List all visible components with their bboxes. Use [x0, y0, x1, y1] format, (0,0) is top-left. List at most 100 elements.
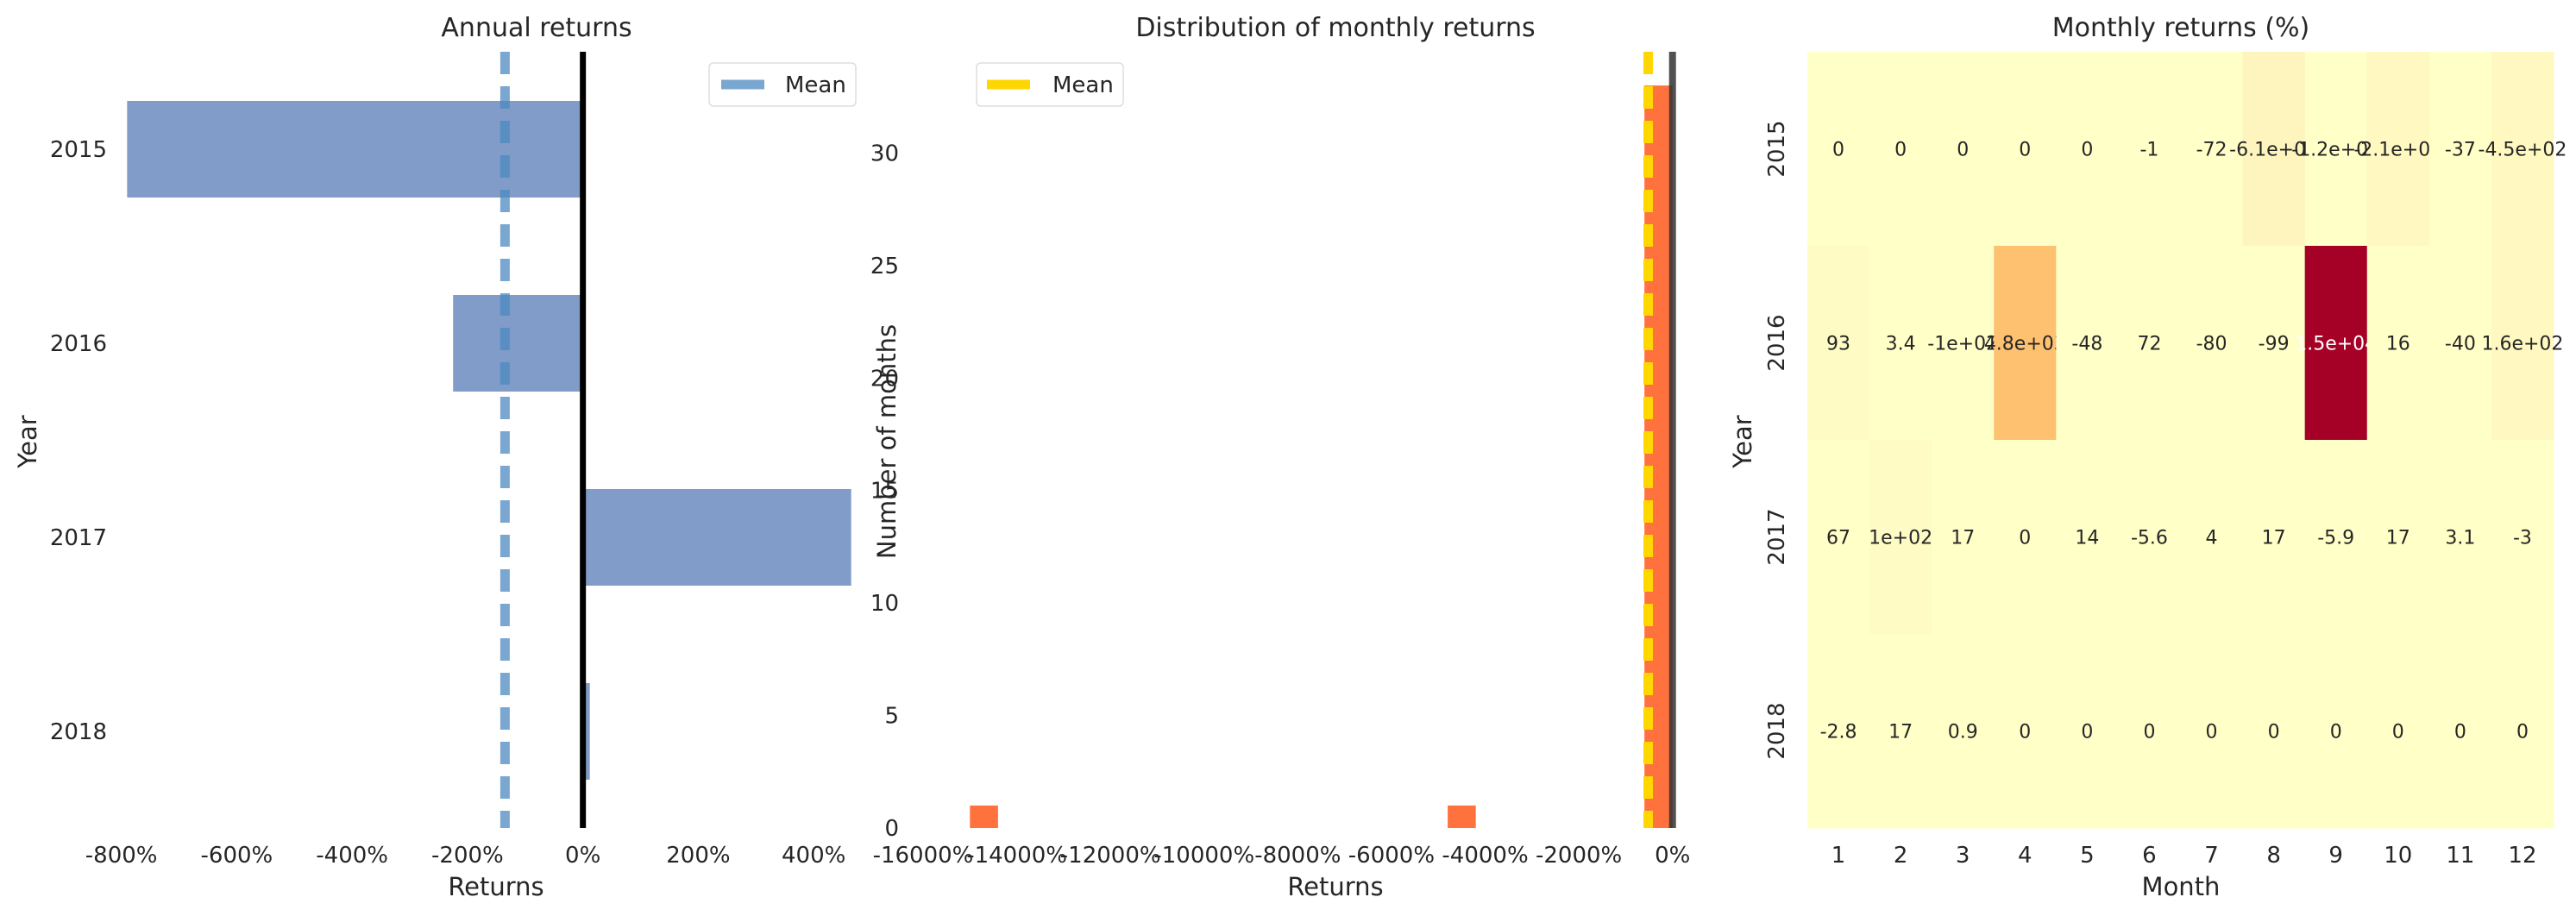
heatmap-cell-label: 17	[1951, 528, 1975, 549]
heatmap-cell	[2366, 634, 2430, 829]
xtick-label: 1	[1831, 843, 1846, 869]
heatmap-cell-label: 72	[2137, 334, 2161, 355]
bar-2016	[453, 295, 583, 392]
heatmap-cell	[1932, 440, 1995, 635]
xtick-label: -4000%	[1442, 843, 1528, 869]
heatmap-cell-label: 0	[2268, 722, 2280, 743]
xtick-label: -600%	[201, 843, 273, 869]
xtick-label: 2	[1894, 843, 1908, 869]
heatmap-cell	[2366, 440, 2430, 635]
heatmap-cell	[1807, 246, 1870, 441]
heatmap-cell-label: 0	[2454, 722, 2466, 743]
xtick-label: -10000%	[1153, 843, 1254, 869]
x-axis-label: Returns	[1287, 872, 1383, 901]
ytick-label: 15	[870, 479, 899, 505]
xtick-label: 10	[2384, 843, 2412, 869]
heatmap-cell-label: 0	[2019, 722, 2031, 743]
heatmap-cell-label: 0	[1832, 140, 1844, 161]
heatmap-cell-label: -1.2e+02	[2291, 140, 2380, 161]
x-axis-label: Month	[2142, 872, 2221, 901]
heatmap-cell-label: -40	[2445, 334, 2476, 355]
heatmap-cell-label: -80	[2196, 334, 2227, 355]
xtick-label: -200%	[431, 843, 504, 869]
heatmap-cell-label: 0	[2206, 722, 2218, 743]
heatmap-cell	[1994, 246, 2057, 441]
heatmap-cell	[2180, 246, 2244, 441]
heatmap-cell-label: 93	[1826, 334, 1850, 355]
heatmap-cell-label: -2.8	[1820, 722, 1857, 743]
heatmap-cell-label: 17	[1888, 722, 1913, 743]
heatmap-cell	[2428, 440, 2492, 635]
hist-bin-0	[970, 805, 998, 828]
heatmap-cell	[1994, 634, 2057, 829]
xtick-label: 8	[2266, 843, 2281, 869]
heatmap-cell	[2304, 440, 2368, 635]
heatmap-cell	[1807, 634, 1870, 829]
xtick-label: 3	[1956, 843, 1970, 869]
xtick-label: 200%	[666, 843, 730, 869]
heatmap-cell-label: 67	[1826, 528, 1850, 549]
heatmap-cell	[2056, 246, 2119, 441]
heatmap-cell-label: 1.6e+02	[2481, 334, 2563, 355]
ytick-label: 2015	[50, 137, 107, 163]
xtick-label: 0%	[565, 843, 600, 869]
heatmap-cell-label: -5.6	[2131, 528, 2168, 549]
legend-label: Mean	[1052, 72, 1114, 98]
heatmap-cell	[2056, 52, 2119, 247]
ytick-label: 20	[870, 366, 899, 392]
heatmap-cell	[2056, 440, 2119, 635]
ytick-label: 2016	[1764, 314, 1790, 371]
bar-2017	[582, 489, 851, 586]
heatmap-cell-label: 4	[2206, 528, 2218, 549]
heatmap-cell-label: -5.9	[2317, 528, 2354, 549]
y-axis-label: Number of months	[872, 324, 902, 559]
heatmap-cell	[1869, 634, 1932, 829]
heatmap-cell	[1994, 52, 2057, 247]
chart-title: Annual returns	[441, 13, 631, 43]
xtick-label: -6000%	[1348, 843, 1435, 869]
heatmap-cell-label: -6.1e+02	[2229, 140, 2318, 161]
heatmap-cell	[2428, 246, 2492, 441]
xtick-label: 0%	[1655, 843, 1690, 869]
chart-title: Monthly returns (%)	[2052, 13, 2309, 43]
heatmap-cell	[2428, 634, 2492, 829]
heatmap-cell	[1869, 440, 1932, 635]
heatmap-cell	[2491, 634, 2554, 829]
heatmap-cell-label: 4.8e+03	[1984, 334, 2066, 355]
y-axis-label: Year	[1728, 415, 1757, 468]
bar-2018	[582, 683, 590, 780]
heatmap-cell	[2180, 52, 2244, 247]
heatmap-cell	[1807, 52, 1870, 247]
ytick-label: 2018	[50, 719, 107, 745]
xtick-label: -400%	[316, 843, 388, 869]
heatmap-cell	[2491, 52, 2554, 247]
heatmap-cell-label: 0	[1957, 140, 1969, 161]
ytick-label: 25	[870, 254, 899, 279]
heatmap-cell	[2118, 246, 2181, 441]
xtick-label: 9	[2328, 843, 2343, 869]
heatmap-cell	[2366, 246, 2430, 441]
heatmap-cell-label: -1e+02	[1927, 334, 1998, 355]
heatmap-cell-label: 17	[2386, 528, 2410, 549]
ytick-label: 2015	[1764, 120, 1790, 177]
heatmap-cell	[1932, 52, 1995, 247]
heatmap-cell	[2491, 246, 2554, 441]
heatmap-cell	[2242, 634, 2306, 829]
xtick-label: -8000%	[1254, 843, 1341, 869]
heatmap-cell-label: 1.5e+04	[2295, 334, 2377, 355]
heatmap-cell-label: 0	[2143, 722, 2155, 743]
annual-returns-chart: 2015 2016 2017 2018 -800% -600% -400% -200% 0% 20…	[13, 13, 857, 901]
heatmap-cell-label: -3	[2513, 528, 2532, 549]
chart-title: Distribution of monthly returns	[1135, 13, 1535, 43]
heatmap-cell	[1932, 246, 1995, 441]
heatmap-cell-label: 1e+02	[1869, 528, 1932, 549]
heatmap-cell-label: 0	[2081, 722, 2093, 743]
heatmap-cell	[1869, 246, 1932, 441]
bar-2015	[127, 101, 583, 198]
heatmap-cell	[2304, 52, 2368, 247]
monthly-returns-heatmap: 0 0 0 0 0 -1 -72 -6.1e+02-1.2e+02-2.1e+02 -37 -4.…	[1728, 13, 2567, 901]
heatmap-cell-label: 0	[2081, 140, 2093, 161]
heatmap-cell-label: 0	[2392, 722, 2404, 743]
heatmap-cell	[2242, 52, 2306, 247]
